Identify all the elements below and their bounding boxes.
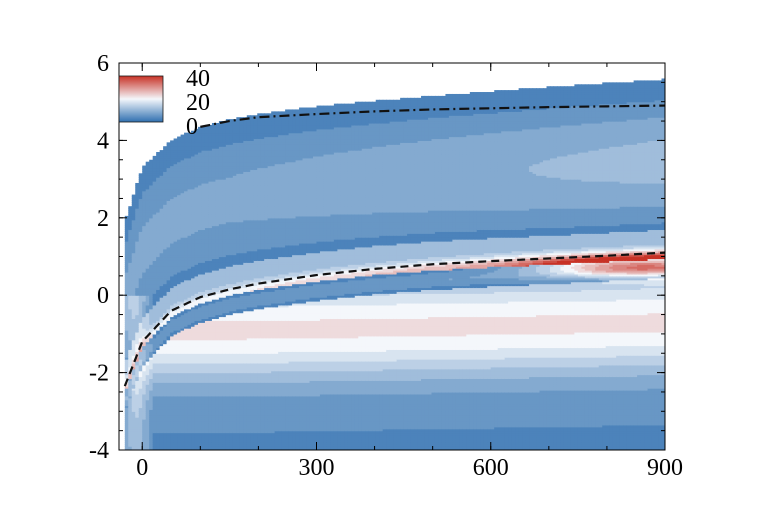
contour-cell bbox=[142, 166, 146, 169]
contour-cell bbox=[153, 156, 157, 159]
contour-cell bbox=[177, 137, 181, 140]
contour-cell bbox=[128, 206, 132, 209]
contour-cell bbox=[135, 183, 139, 186]
contour-cell bbox=[170, 140, 174, 143]
contour-cell bbox=[149, 160, 153, 163]
contour-cell bbox=[160, 150, 164, 153]
contour-cell bbox=[156, 152, 160, 155]
contour-cell bbox=[163, 146, 167, 149]
contour-cell bbox=[139, 173, 143, 176]
contour-cell bbox=[132, 195, 136, 198]
contour-cell bbox=[146, 162, 150, 165]
contour-cell bbox=[167, 142, 171, 145]
contour-region bbox=[125, 78, 666, 450]
contour-cell bbox=[181, 135, 185, 138]
contour-cell bbox=[174, 138, 178, 141]
